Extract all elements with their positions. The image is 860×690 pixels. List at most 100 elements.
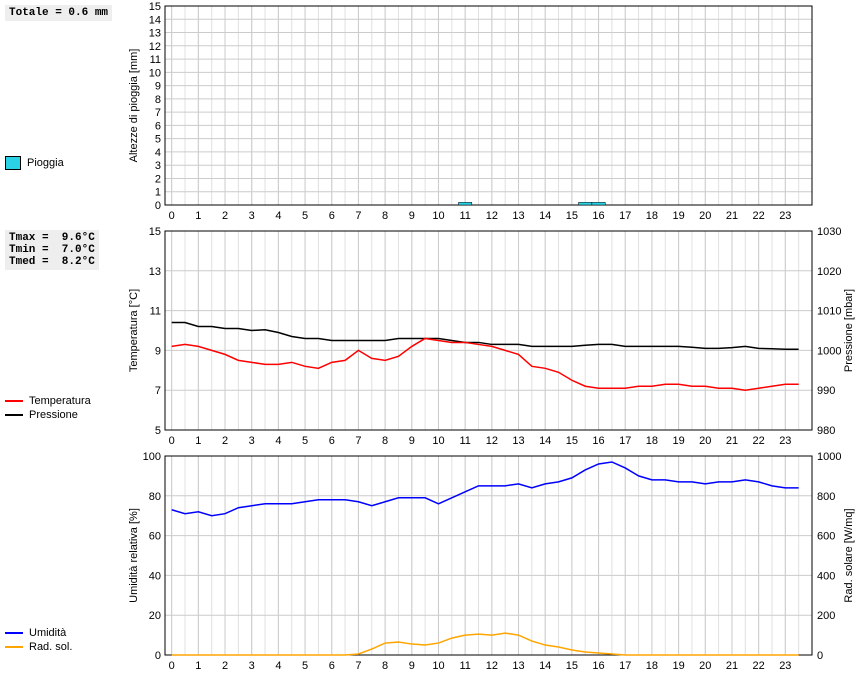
svg-text:7: 7 [155,385,161,397]
legend-temperatura: Temperatura [5,395,120,407]
svg-text:0: 0 [169,435,175,447]
svg-text:14: 14 [539,210,551,222]
svg-text:17: 17 [619,660,631,672]
svg-text:400: 400 [817,570,835,582]
legend-pioggia-label: Pioggia [27,157,64,169]
svg-text:0: 0 [817,650,823,662]
svg-text:7: 7 [155,107,161,119]
svg-text:4: 4 [155,147,161,159]
svg-text:11: 11 [459,660,470,672]
svg-text:100: 100 [143,451,161,463]
legend-umidita: Umidità [5,627,120,639]
svg-text:12: 12 [486,660,498,672]
svg-text:19: 19 [672,660,684,672]
svg-text:12: 12 [486,210,498,222]
umidita-line-swatch [5,632,23,634]
svg-text:10: 10 [432,210,444,222]
svg-text:8: 8 [382,210,388,222]
svg-text:15: 15 [149,1,161,13]
svg-text:21: 21 [726,435,738,447]
svg-text:10: 10 [432,435,444,447]
humidity-rad-chart: 0204060801000200400600800100001234567891… [125,450,860,675]
svg-text:3: 3 [249,660,255,672]
svg-text:16: 16 [592,210,604,222]
svg-text:1030: 1030 [817,226,841,238]
svg-text:4: 4 [275,210,281,222]
svg-text:6: 6 [329,435,335,447]
svg-text:2: 2 [222,210,228,222]
pioggia-swatch [5,156,21,170]
svg-text:14: 14 [539,660,551,672]
svg-text:17: 17 [619,210,631,222]
humidity-rad-chart-section: Umidità Rad. sol. 0204060801000200400600… [0,450,860,675]
svg-text:1: 1 [155,187,161,199]
svg-text:7: 7 [355,210,361,222]
svg-text:1: 1 [195,660,201,672]
svg-text:16: 16 [592,660,604,672]
svg-text:4: 4 [275,660,281,672]
svg-text:10: 10 [149,67,161,79]
svg-text:5: 5 [155,134,161,146]
svg-text:13: 13 [512,660,524,672]
svg-text:2: 2 [155,173,161,185]
svg-text:6: 6 [155,120,161,132]
svg-text:990: 990 [817,385,835,397]
svg-text:11: 11 [150,306,161,318]
svg-text:3: 3 [249,435,255,447]
temp-left-panel: Tmax = 9.6°C Tmin = 7.0°C Tmed = 8.2°C T… [0,225,125,450]
svg-text:15: 15 [566,660,578,672]
svg-text:1000: 1000 [817,451,841,463]
svg-text:23: 23 [779,660,791,672]
svg-text:Altezze di pioggia [mm]: Altezze di pioggia [mm] [128,49,140,163]
legend-pioggia: Pioggia [5,156,120,170]
svg-text:8: 8 [382,435,388,447]
svg-text:0: 0 [169,660,175,672]
svg-text:1: 1 [195,435,201,447]
svg-text:3: 3 [249,210,255,222]
svg-text:14: 14 [539,435,551,447]
svg-text:20: 20 [699,435,711,447]
svg-text:1: 1 [195,210,201,222]
svg-text:14: 14 [149,14,161,26]
svg-text:15: 15 [149,226,161,238]
svg-text:80: 80 [149,491,161,503]
svg-text:12: 12 [149,41,161,53]
svg-text:Umidità relativa [%]: Umidità relativa [%] [128,508,140,603]
svg-text:22: 22 [753,210,765,222]
svg-text:Rad. solare [W/mq]: Rad. solare [W/mq] [843,508,855,602]
temp-press-chart-section: Tmax = 9.6°C Tmin = 7.0°C Tmed = 8.2°C T… [0,225,860,450]
svg-text:6: 6 [329,210,335,222]
svg-text:40: 40 [149,570,161,582]
svg-text:13: 13 [149,28,161,40]
radsol-line-swatch [5,646,23,648]
svg-text:9: 9 [409,660,415,672]
svg-text:5: 5 [302,660,308,672]
svg-text:2: 2 [222,435,228,447]
rain-total-stat: Totale = 0.6 mm [5,5,112,21]
svg-text:0: 0 [155,200,161,212]
svg-text:9: 9 [409,435,415,447]
pressione-line-swatch [5,414,23,416]
svg-text:0: 0 [155,650,161,662]
svg-text:9: 9 [155,81,161,93]
svg-text:21: 21 [726,660,738,672]
svg-text:20: 20 [149,610,161,622]
svg-text:13: 13 [149,266,161,278]
svg-text:17: 17 [619,435,631,447]
svg-text:8: 8 [155,94,161,106]
humidity-left-panel: Umidità Rad. sol. [0,450,125,675]
legend-temperatura-label: Temperatura [29,395,91,407]
svg-text:20: 20 [699,210,711,222]
legend-pressione: Pressione [5,409,120,421]
svg-text:12: 12 [486,435,498,447]
svg-text:13: 13 [512,435,524,447]
svg-text:18: 18 [646,660,658,672]
svg-text:980: 980 [817,425,835,437]
svg-text:13: 13 [512,210,524,222]
temp-stats: Tmax = 9.6°C Tmin = 7.0°C Tmed = 8.2°C [5,230,99,270]
legend-umidita-label: Umidità [29,627,66,639]
svg-text:22: 22 [753,660,765,672]
svg-text:15: 15 [566,435,578,447]
svg-text:22: 22 [753,435,765,447]
svg-text:18: 18 [646,210,658,222]
